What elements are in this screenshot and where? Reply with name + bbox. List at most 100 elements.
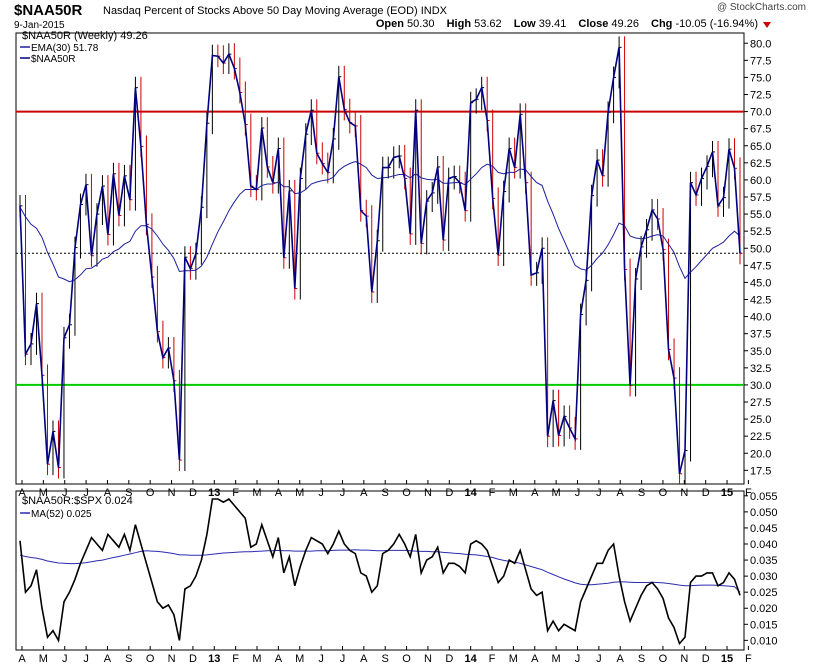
ratio-x-tick-label: A xyxy=(617,653,625,665)
price-y-tick-label: 22.5 xyxy=(750,431,771,443)
price-y-tick-label: 40.0 xyxy=(750,312,771,324)
high-label: High xyxy=(446,18,472,30)
open-value: 50.30 xyxy=(407,18,435,30)
price-x-tick-label: J xyxy=(318,487,324,499)
ratio-y-tick-label: 0.025 xyxy=(750,587,778,599)
ratio-x-tick-label: A xyxy=(104,653,112,665)
ma-legend-label: MA(52) 0.025 xyxy=(31,509,92,520)
price-x-tick-label: N xyxy=(168,487,176,499)
ratio-x-tick-label: A xyxy=(275,653,283,665)
price-legend-label: $NAA50R xyxy=(31,54,75,65)
price-y-tick-label: 20.0 xyxy=(750,448,771,460)
ratio-x-tick-label: M xyxy=(295,653,304,665)
price-x-tick-label: N xyxy=(424,487,432,499)
price-y-tick-label: 50.0 xyxy=(750,243,771,255)
ratio-x-tick-label: J xyxy=(575,653,581,665)
ratio-x-tick-label: 14 xyxy=(465,653,478,665)
ratio-y-tick-label: 0.030 xyxy=(750,571,778,583)
ratio-x-tick-label: J xyxy=(340,653,346,665)
ratio-x-tick-label: O xyxy=(146,653,155,665)
ratio-x-tick-label: J xyxy=(62,653,68,665)
price-x-tick-label: O xyxy=(402,487,411,499)
price-y-tick-label: 55.0 xyxy=(750,209,771,221)
price-y-tick-label: 77.5 xyxy=(750,55,771,67)
ratio-x-tick-label: D xyxy=(189,653,197,665)
ratio-x-tick-label: 13 xyxy=(208,653,220,665)
ratio-x-tick-label: S xyxy=(638,653,645,665)
down-arrow-icon xyxy=(763,22,771,28)
price-x-tick-label: D xyxy=(702,487,710,499)
chg-label: Chg xyxy=(651,18,673,30)
ratio-x-tick-label: M xyxy=(509,653,518,665)
price-y-tick-label: 65.0 xyxy=(750,141,771,153)
price-y-tick-label: 42.5 xyxy=(750,295,771,307)
ema-legend-label: EMA(30) 51.78 xyxy=(31,43,99,54)
price-x-tick-label: M xyxy=(295,487,304,499)
ratio-y-tick-label: 0.015 xyxy=(750,619,778,631)
ratio-line xyxy=(19,497,741,646)
price-x-tick-label: 14 xyxy=(465,487,478,499)
price-x-tick-label: J xyxy=(340,487,346,499)
price-y-tick-label: 62.5 xyxy=(750,158,771,170)
ratio-x-tick-label: F xyxy=(232,653,239,665)
price-y-tick-label: 27.5 xyxy=(750,397,771,409)
ratio-legend-title: $NAA50R:$SPX 0.024 xyxy=(22,495,133,507)
price-y-tick-label: 60.0 xyxy=(750,175,771,187)
price-x-tick-label: J xyxy=(62,487,68,499)
price-x-tick-label: M xyxy=(252,487,261,499)
ratio-x-tick-label: S xyxy=(382,653,389,665)
ratio-x-tick-label: J xyxy=(596,653,602,665)
ratio-x-tick-label: M xyxy=(552,653,561,665)
ratio-y-tick-label: 0.045 xyxy=(750,523,778,535)
price-x-tick-label: S xyxy=(638,487,645,499)
price-x-tick-label: F xyxy=(232,487,239,499)
price-x-tick-label: F xyxy=(745,487,752,499)
ratio-x-tick-label: J xyxy=(318,653,324,665)
price-x-tick-label: 15 xyxy=(721,487,733,499)
price-x-tick-label: J xyxy=(596,487,602,499)
low-value: 39.41 xyxy=(538,18,567,30)
close-value: 49.26 xyxy=(611,18,639,30)
ratio-y-tick-label: 0.040 xyxy=(750,539,778,551)
price-x-tick-label: F xyxy=(489,487,496,499)
price-legend-title: $NAA50R (Weekly) 49.26 xyxy=(22,30,148,42)
price-panel-frame xyxy=(15,32,745,485)
price-x-tick-label: D xyxy=(445,487,453,499)
price-y-tick-label: 57.5 xyxy=(750,192,771,204)
price-y-tick-label: 37.5 xyxy=(750,329,771,341)
price-y-tick-label: 35.0 xyxy=(750,346,771,358)
price-x-tick-label: A xyxy=(275,487,283,499)
price-y-tick-label: 25.0 xyxy=(750,414,771,426)
price-x-tick-label: O xyxy=(659,487,668,499)
ratio-y-tick-label: 0.020 xyxy=(750,603,778,615)
low-label: Low xyxy=(513,18,536,30)
ratio-panel-frame xyxy=(15,490,745,651)
price-x-tick-label: S xyxy=(125,487,132,499)
price-x-tick-label: A xyxy=(617,487,625,499)
ratio-x-tick-label: F xyxy=(489,653,496,665)
price-y-tick-label: 72.5 xyxy=(750,90,771,102)
ratio-y-tick-label: 0.055 xyxy=(750,491,778,503)
ratio-x-tick-label: M xyxy=(39,653,48,665)
ratio-x-tick-label: 15 xyxy=(721,653,733,665)
price-y-tick-label: 17.5 xyxy=(750,465,771,477)
price-y-tick-label: 45.0 xyxy=(750,277,771,289)
ohlc-readout: Open 50.30 High 53.62 Low 39.41 Close 49… xyxy=(376,18,758,30)
ratio-x-tick-label: F xyxy=(745,653,752,665)
ratio-x-tick-label: O xyxy=(659,653,668,665)
ema-line xyxy=(19,160,741,283)
price-x-tick-label: A xyxy=(104,487,112,499)
price-x-tick-label: S xyxy=(382,487,389,499)
ratio-x-tick-label: M xyxy=(252,653,261,665)
ratio-x-tick-label: J xyxy=(83,653,89,665)
ratio-x-tick-label: N xyxy=(168,653,176,665)
price-x-tick-label: J xyxy=(575,487,581,499)
price-y-tick-label: 67.5 xyxy=(750,124,771,136)
ratio-x-tick-label: D xyxy=(702,653,710,665)
ratio-x-tick-label: N xyxy=(424,653,432,665)
price-y-tick-label: 75.0 xyxy=(750,72,771,84)
ratio-y-tick-label: 0.010 xyxy=(750,635,778,647)
copyright-text[interactable]: @ StockCharts.com xyxy=(716,2,806,13)
ratio-x-tick-label: A xyxy=(360,653,368,665)
